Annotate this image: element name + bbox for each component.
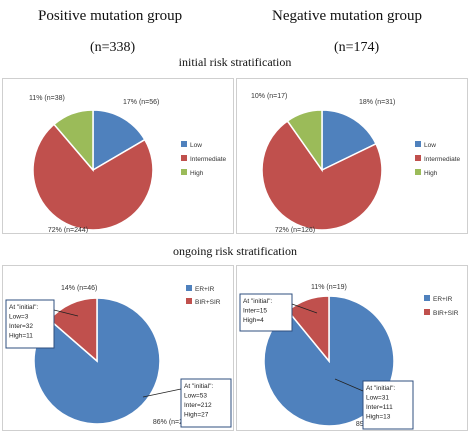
annotation-line: At "initial": xyxy=(184,383,213,390)
annotation-line: High=4 xyxy=(243,317,264,324)
pie-chart-svg: 86% (n=292) ER+IR At "initial": Low=53 Inter… xyxy=(5,285,232,428)
initial-section-title: initial risk stratification xyxy=(178,55,292,69)
legend-label: Low xyxy=(424,142,436,149)
pie-slice-low xyxy=(321,109,377,172)
legend-swatch xyxy=(186,298,192,304)
annotation-box xyxy=(362,380,414,430)
pie-slice-high xyxy=(52,109,94,173)
pie-data-label: 14% (n=46) xyxy=(61,285,97,292)
legend-label: ER+IR xyxy=(433,296,453,303)
annotation-line: At "initial": xyxy=(366,385,395,392)
pie-chart-svg: 17% (n=56) Low 72% (n=244) Intermediate 11% … xyxy=(29,95,227,234)
legend-label: BIR+SIR xyxy=(195,299,221,306)
pie-data-label: 72% (n=244) xyxy=(48,227,88,234)
legend-swatch xyxy=(415,169,421,175)
pie-data-label: 10% (n=17) xyxy=(251,93,287,100)
annotation-line: High=11 xyxy=(9,333,33,340)
negative-group-title: Negative mutation group xyxy=(272,8,422,24)
pie-slice-intermediate xyxy=(261,119,383,231)
negative-group-count: (n=174) xyxy=(334,40,380,55)
legend-swatch xyxy=(181,169,187,175)
annotation-line: Inter=111 xyxy=(366,404,393,411)
pie-data-label: 11% (n=38) xyxy=(29,95,65,102)
positive-group-title: Positive mutation group xyxy=(38,8,183,24)
legend-swatch xyxy=(424,309,430,315)
annotation-line: Inter=212 xyxy=(184,402,212,409)
legend-label: ER+IR xyxy=(195,286,215,293)
annotation-line: Inter=32 xyxy=(9,323,33,330)
legend-swatch xyxy=(415,155,421,161)
pie-slice-high xyxy=(286,109,323,173)
annotation-leader-line xyxy=(334,378,364,392)
legend-label: Intermediate xyxy=(190,156,227,163)
ongoing-section-title: ongoing risk stratification xyxy=(173,244,297,258)
legend-label: High xyxy=(424,170,438,177)
pie-data-label: 86% (n=292) xyxy=(153,419,193,426)
initial-negative-chart: 18% (n=31) Low 72% (n=126) Intermediate 10% … xyxy=(236,78,468,234)
pie-chart-svg: 18% (n=31) Low 72% (n=126) Intermediate 10% … xyxy=(251,93,461,234)
annotation-line: Low=53 xyxy=(184,393,207,400)
legend-label: High xyxy=(190,170,204,177)
annotation-line: At "initial": xyxy=(9,304,38,311)
annotation-line: Low=3 xyxy=(9,314,29,321)
positive-group-count: (n=338) xyxy=(90,40,136,55)
pie-slice-low xyxy=(92,109,146,172)
legend-swatch xyxy=(181,155,187,161)
annotation-leader-line xyxy=(142,388,182,398)
annotation-leader-line xyxy=(53,309,79,317)
annotation-box xyxy=(239,293,293,332)
pie-data-label: 72% (n=126) xyxy=(275,227,315,234)
annotation-line: High=13 xyxy=(366,414,391,421)
annotation-box xyxy=(180,378,232,428)
legend-swatch xyxy=(415,141,421,147)
legend-label: BIR+SIR xyxy=(433,310,459,317)
annotation-line: High=27 xyxy=(184,412,209,419)
initial-positive-chart: 17% (n=56) Low 72% (n=244) Intermediate 11% … xyxy=(2,78,234,234)
annotation-line: Inter=15 xyxy=(243,308,267,315)
ongoing-positive-chart: 86% (n=292) ER+IR At "initial": Low=53 Inter… xyxy=(2,265,234,431)
pie-data-label: 18% (n=31) xyxy=(359,99,395,106)
annotation-box xyxy=(5,299,55,349)
legend-swatch xyxy=(424,295,430,301)
legend-swatch xyxy=(186,285,192,291)
annotation-leader-line xyxy=(291,303,318,314)
legend-swatch xyxy=(181,141,187,147)
pie-data-label: 11% (n=19) xyxy=(311,284,347,291)
legend-label: Low xyxy=(190,142,202,149)
pie-data-label: 17% (n=56) xyxy=(123,99,159,106)
legend-label: Intermediate xyxy=(424,156,461,163)
pie-slice-intermediate xyxy=(32,123,154,231)
annotation-line: At "initial": xyxy=(243,298,272,305)
annotation-line: Low=31 xyxy=(366,395,389,402)
